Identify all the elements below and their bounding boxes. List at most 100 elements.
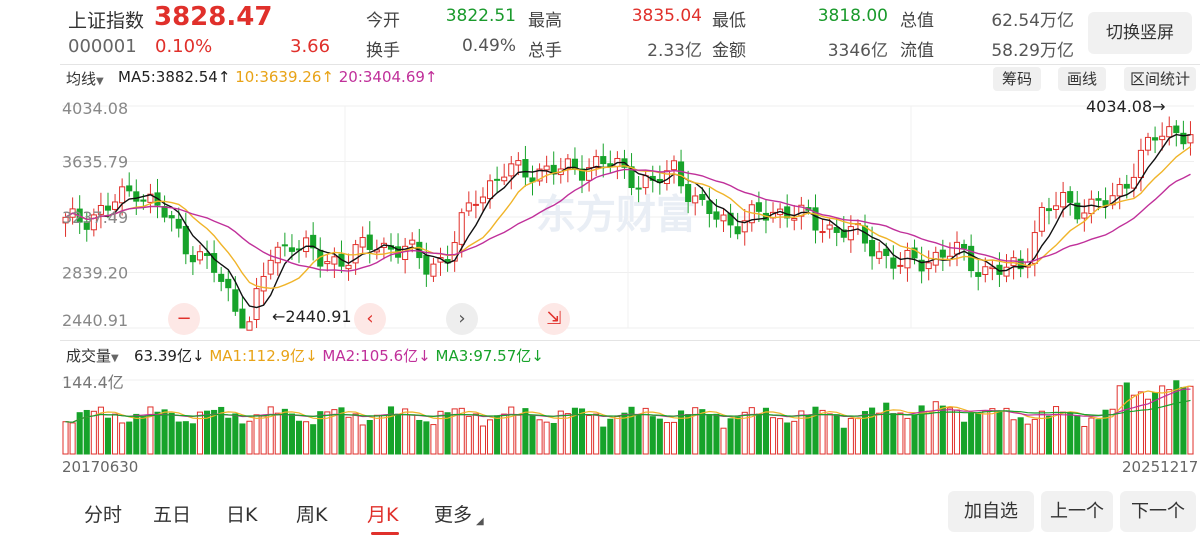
volume-chart[interactable]: 144.4亿 [0,368,1200,468]
volume-bar [62,421,69,455]
volume-bar [366,420,373,455]
volume-bar [104,417,112,455]
candle-body [324,261,331,265]
candle-body [1102,200,1109,206]
volume-bar [571,407,578,455]
volume-bar [1187,385,1194,455]
candle-body [83,221,90,230]
volume-bar [635,414,642,455]
volume-bar [90,410,97,455]
candle-body [975,272,982,277]
volume-bar [819,409,826,455]
previous-stock-button[interactable]: 上一个 [1041,491,1113,532]
volume-bar [876,412,883,455]
volume-bar [1180,386,1187,455]
add-watchlist-button[interactable]: 加自选 [948,491,1034,532]
high-label: 最高 [528,11,562,31]
volume-bar [416,419,423,455]
shrink-icon[interactable]: ⇲ [538,303,570,335]
tab-more[interactable]: 更多 [434,504,473,526]
volume-bar [861,411,869,455]
tab-weekly-k[interactable]: 周K [296,504,328,526]
next-stock-button[interactable]: 下一个 [1120,491,1196,532]
volume-bar [586,415,593,455]
volume-bar [755,413,762,455]
volume-bar [253,414,260,455]
candle-body [239,308,246,329]
vol-ma3-line [65,399,1191,423]
candle-body [112,201,119,210]
volume-bar [345,416,352,455]
next-period-button[interactable]: › [446,303,478,335]
total-value-label: 总值 [900,11,934,31]
candle-body [366,234,373,250]
candle-body [1130,176,1137,189]
volume-bar [1088,417,1095,455]
candle-body [1144,136,1152,151]
volume-bar [656,418,663,455]
vol-ma1-value: MA1:112.9亿 [209,347,306,365]
tab-intraday[interactable]: 分时 [84,504,123,526]
candle-body [345,264,352,270]
candle-body [840,229,847,238]
volume-bar [395,413,402,455]
tab-monthly-k[interactable]: 月K [367,504,399,526]
candle-body [522,159,529,178]
range-stats-button[interactable]: 区间统计 [1124,67,1196,91]
candle-body [635,187,642,190]
volume-bar [119,422,126,455]
kline-chart[interactable]: 东方财富 4034.08 3635.79 3237.49 2839.20 2440.91… [0,92,1200,342]
candle-body [281,244,288,247]
candle-body [564,158,571,170]
candle-body [1074,202,1081,220]
volume-bar [168,412,175,455]
candle-body [494,178,501,181]
tab-five-day[interactable]: 五日 [153,504,192,526]
candle-body [578,168,586,181]
turnover-label: 换手 [366,41,400,61]
candle-body [451,242,458,262]
volume-bar [423,421,430,455]
volume-bar [1152,392,1159,455]
volume-bar [239,423,246,455]
volume-bar [1017,417,1024,455]
volume-bar [522,408,529,455]
volume-bar [69,422,76,455]
volume-bar [1095,419,1102,455]
open-value: 3822.51 [445,6,516,26]
volume-bar [628,406,635,455]
volume-bar [975,413,982,455]
candle-body [189,254,196,263]
y-tick-label: 2440.91 [62,311,128,330]
extreme-markers: 4034.08→ ←2440.91 [272,97,1166,326]
volume-bar [769,417,777,455]
volume-bar [232,413,239,455]
candle-body [543,165,550,171]
volume-bar [890,413,897,455]
tab-daily-k[interactable]: 日K [226,504,258,526]
volume-bar [840,427,847,455]
candle-body [267,259,274,275]
candle-body [246,321,253,331]
volume-bar [1031,418,1038,455]
switch-orientation-button[interactable]: 切换竖屏 [1088,12,1192,54]
volume-bar [359,424,366,455]
ma5-arrow-icon: ↑ [217,68,231,86]
zoom-out-button[interactable]: − [168,303,200,335]
volume-bar [76,412,83,455]
prev-period-button[interactable]: ‹ [354,303,386,335]
ma20-arrow-icon: ↑ [424,68,438,86]
candle-body [982,266,989,276]
volume-bar [1123,382,1130,455]
candle-body [600,156,607,165]
volume-bar [649,416,656,455]
volume-bar [904,417,911,455]
candle-body [727,212,734,226]
ma-type-selector[interactable]: 均线▼ [66,68,104,89]
volume-bar [465,415,472,455]
chips-button[interactable]: 筹码 [993,67,1041,91]
more-corner-icon: ◢ [476,516,484,527]
volume-bar [324,411,331,455]
draw-line-button[interactable]: 画线 [1058,67,1106,91]
volume-selector[interactable]: 成交量▼ [66,345,119,366]
